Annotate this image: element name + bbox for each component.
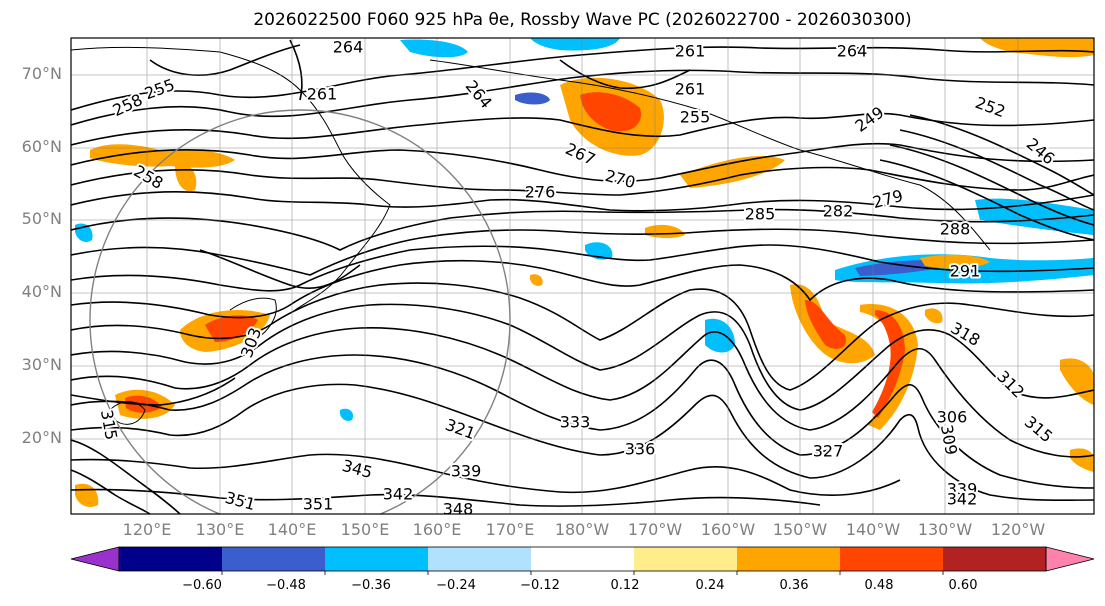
- shade-orange-gulf: [680, 155, 785, 188]
- shade-orange-cascadia: [925, 308, 943, 324]
- contour-label-327: 327: [813, 442, 844, 461]
- latitude-label-40: 40°N: [21, 282, 62, 301]
- shade-red-japan: [205, 315, 258, 342]
- contour-label-285: 285: [745, 205, 776, 224]
- colorbar-bin-3: [325, 547, 428, 571]
- shade-orange-ne-china: [175, 164, 197, 192]
- contour-label-261: 261: [675, 42, 706, 61]
- colorbar-outline: [118, 546, 1047, 572]
- colorbar-tick-4: −0.24: [436, 578, 476, 593]
- longitude-label-130e: 130°E: [195, 520, 245, 539]
- contour-label-342: 342: [947, 490, 978, 509]
- longitude-label-170e: 170°E: [485, 520, 535, 539]
- shade-blue-arctic: [515, 92, 550, 105]
- contour-label-276: 276: [525, 183, 556, 202]
- contour-label-261: 261: [307, 85, 338, 104]
- longitude-label-140w: 140°W: [845, 520, 901, 539]
- reference-circle: [89, 109, 511, 514]
- colorbar-bin-9: [943, 547, 1046, 571]
- latitude-label-50: 50°N: [21, 209, 62, 228]
- shade-orange-bottom-right: [1070, 448, 1094, 472]
- contour-label-288: 288: [940, 220, 971, 239]
- contour-label-306: 306: [937, 408, 968, 427]
- shade-orange-east-arc: [860, 304, 918, 430]
- colorbar-tick-8: 0.36: [779, 578, 809, 593]
- colorbar-tick-1: −0.60: [182, 578, 222, 593]
- shade-orange-pacific-ne: [920, 254, 990, 269]
- shade-blue-topleft: [400, 39, 468, 58]
- longitude-label-170w: 170°W: [627, 520, 683, 539]
- shade-blue-small-pac: [340, 408, 354, 421]
- colorbar-tick-7: 0.24: [695, 578, 725, 593]
- contour-label-342: 342: [383, 485, 414, 504]
- colorbar-tick-5: −0.12: [520, 578, 560, 593]
- latitude-label-60: 60°N: [21, 137, 62, 156]
- colorbar-bin-8: [840, 547, 943, 571]
- contour-label-339: 339: [947, 480, 978, 499]
- colorbar-bin-1: [119, 547, 222, 571]
- latitude-label-20: 20°N: [21, 428, 62, 447]
- graticule: [71, 38, 1094, 514]
- contour-label-264: 264: [333, 38, 364, 57]
- colorbar-extend-high: [1045, 546, 1095, 572]
- colorbar-tick-6: 0.12: [610, 578, 640, 593]
- colorbar: [70, 546, 1095, 575]
- colorbar-extend-low: [70, 546, 120, 572]
- colorbar-bin-2: [222, 547, 325, 571]
- colorbar-bin-5: [531, 547, 634, 571]
- contour-label-255: 255: [680, 108, 711, 127]
- coastlines: [71, 46, 991, 425]
- colorbar-tick-9: 0.48: [864, 578, 894, 593]
- contour-label-261: 261: [675, 80, 706, 99]
- longitude-label-180w: 180°W: [554, 520, 610, 539]
- colorbar-bin-4: [428, 547, 531, 571]
- shade-orange-top-right: [980, 38, 1094, 58]
- shade-red-east-arc: [872, 310, 905, 418]
- colorbar-tick-10: 0.60: [948, 578, 978, 593]
- longitude-label-120e: 120°E: [122, 520, 172, 539]
- map-frame: [70, 37, 1095, 515]
- map-title: 2026022500 F060 925 hPa θe, Rossby Wave …: [253, 10, 912, 30]
- contour-label-282: 282: [823, 202, 854, 221]
- contour-label-339: 339: [451, 462, 482, 481]
- colorbar-bin-7: [737, 547, 840, 571]
- longitude-label-130w: 130°W: [917, 520, 973, 539]
- colorbar-bin-6: [634, 547, 737, 571]
- longitude-label-150e: 150°E: [340, 520, 390, 539]
- shade-blue-trough: [705, 318, 735, 353]
- shade-orange-small-pac: [530, 274, 543, 286]
- contour-label-348: 348: [443, 500, 474, 519]
- latitude-label-70: 70°N: [21, 64, 62, 83]
- contour-label-291: 291: [950, 262, 981, 281]
- latitude-label-30: 30°N: [21, 355, 62, 374]
- contour-label-333: 333: [560, 413, 591, 432]
- longitude-label-140e: 140°E: [267, 520, 317, 539]
- shade-red-alaska-north: [580, 92, 641, 132]
- shade-blue-top: [530, 38, 620, 51]
- longitude-label-160e: 160°E: [412, 520, 462, 539]
- longitude-label-120w: 120°W: [990, 520, 1046, 539]
- colorbar-tick-3: −0.36: [351, 578, 391, 593]
- anomaly-shading: [75, 38, 1094, 507]
- contour-label-264: 264: [837, 42, 868, 61]
- shade-red-ridge: [805, 300, 846, 349]
- contour-label-336: 336: [625, 440, 656, 459]
- longitude-label-150w: 150°W: [772, 520, 828, 539]
- colorbar-tick-2: −0.48: [266, 578, 306, 593]
- contour-label-351: 351: [303, 495, 334, 514]
- theta-e-contours: [71, 39, 1094, 514]
- shade-orange-se: [1060, 358, 1094, 405]
- longitude-label-160w: 160°W: [700, 520, 756, 539]
